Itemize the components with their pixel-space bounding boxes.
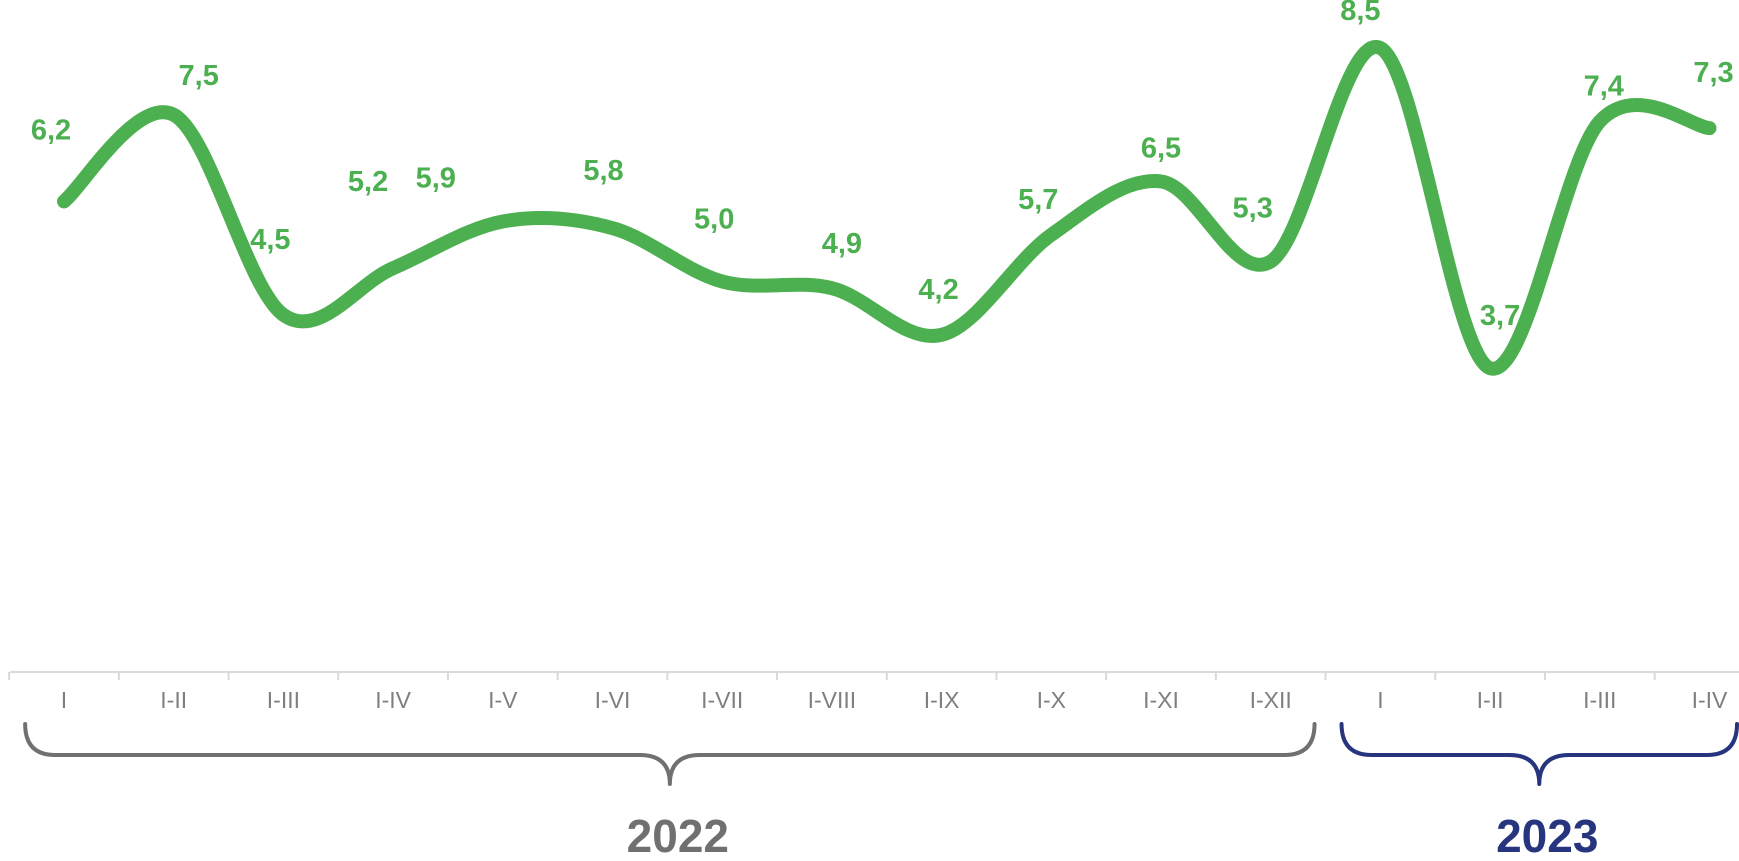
data-point bbox=[1379, 47, 1381, 49]
data-label: 8,5 bbox=[1340, 0, 1380, 27]
x-tick-label: I-IX bbox=[924, 687, 960, 713]
data-point bbox=[1599, 120, 1601, 122]
x-tick-label: I-III bbox=[267, 687, 300, 713]
x-tick-label: I-III bbox=[1583, 687, 1616, 713]
data-label: 7,4 bbox=[1584, 70, 1624, 102]
data-label: 4,5 bbox=[250, 224, 290, 256]
x-tick-label: I-VI bbox=[595, 687, 631, 713]
data-label: 6,5 bbox=[1141, 132, 1181, 164]
data-point bbox=[612, 227, 614, 229]
data-point bbox=[721, 281, 723, 283]
data-label: 6,2 bbox=[31, 114, 71, 146]
data-point bbox=[392, 267, 394, 269]
data-point bbox=[941, 334, 943, 336]
x-tick-label: I-VII bbox=[701, 687, 743, 713]
x-tick-label: I-V bbox=[488, 687, 518, 713]
data-label: 5,8 bbox=[583, 155, 623, 187]
x-tick-label: I-IV bbox=[1692, 687, 1728, 713]
data-point bbox=[173, 114, 175, 116]
data-label: 7,3 bbox=[1693, 57, 1733, 89]
x-tick-label: I-X bbox=[1037, 687, 1066, 713]
data-point bbox=[282, 314, 284, 316]
data-point bbox=[1489, 367, 1491, 369]
x-tick-label: I bbox=[1377, 687, 1383, 713]
data-point bbox=[1160, 180, 1162, 182]
data-label: 4,9 bbox=[822, 228, 862, 260]
data-point bbox=[831, 287, 833, 289]
x-tick-label: I-II bbox=[1477, 687, 1504, 713]
data-point bbox=[1050, 234, 1052, 236]
data-point bbox=[1709, 127, 1711, 129]
group-brace bbox=[1339, 722, 1739, 786]
data-label: 5,9 bbox=[416, 162, 456, 194]
data-label: 5,3 bbox=[1233, 192, 1273, 224]
data-label: 5,0 bbox=[694, 204, 734, 236]
data-point bbox=[502, 220, 504, 222]
x-tick-label: I-IV bbox=[375, 687, 411, 713]
x-tick-label: I-XII bbox=[1250, 687, 1292, 713]
x-tick-label: I-II bbox=[160, 687, 187, 713]
x-tick-label: I bbox=[61, 687, 67, 713]
data-label: 4,2 bbox=[918, 274, 958, 306]
data-point bbox=[63, 200, 65, 202]
data-point bbox=[1270, 260, 1272, 262]
data-label: 3,7 bbox=[1480, 300, 1520, 332]
x-tick-label: I-VIII bbox=[808, 687, 857, 713]
group-year-label: 2022 bbox=[627, 810, 729, 856]
data-label: 7,5 bbox=[179, 60, 219, 92]
series-line bbox=[57, 40, 1717, 376]
x-tick-label: I-XI bbox=[1143, 687, 1179, 713]
data-label: 5,7 bbox=[1018, 184, 1058, 216]
group-year-label: 2023 bbox=[1496, 810, 1598, 856]
data-label: 5,2 bbox=[348, 166, 388, 198]
group-brace bbox=[23, 722, 1317, 786]
